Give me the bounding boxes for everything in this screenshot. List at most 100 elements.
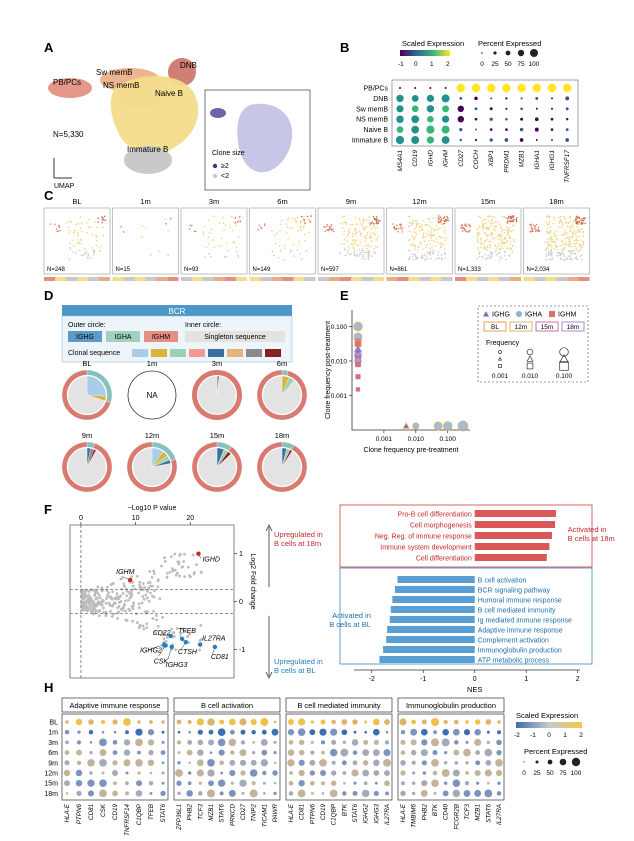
b-dot bbox=[441, 115, 450, 123]
h-dot bbox=[411, 760, 416, 765]
c-cell-dot bbox=[72, 250, 75, 253]
c-cell-dot bbox=[411, 258, 414, 261]
c-cell-dot bbox=[434, 244, 437, 247]
h-gene-label: TICAM1 bbox=[261, 804, 268, 827]
c-cell-dot bbox=[73, 229, 75, 232]
h-dot bbox=[177, 730, 181, 734]
c-cell-dot bbox=[80, 238, 82, 241]
c-dnb-dot bbox=[506, 222, 509, 224]
c-pb-dot bbox=[58, 225, 60, 227]
c-cell-dot bbox=[486, 235, 488, 237]
c-cell-dot bbox=[373, 251, 376, 253]
f-gene-point bbox=[104, 610, 108, 614]
c-dnb-dot bbox=[506, 220, 509, 222]
d-clonal-swatches bbox=[132, 349, 281, 357]
c-cell-dot bbox=[563, 255, 565, 257]
c-cell-dot bbox=[352, 239, 354, 242]
c-cell-dot bbox=[573, 228, 576, 231]
h-gene-label: C1QBP bbox=[331, 803, 338, 825]
d-clonal-swatch bbox=[246, 349, 262, 357]
c-cell-dot bbox=[296, 249, 299, 251]
c-cell-dot bbox=[569, 241, 571, 243]
c-cell-dot bbox=[558, 251, 560, 254]
h-row-label: BL bbox=[49, 720, 58, 727]
f-gene-point bbox=[153, 630, 157, 634]
c-cluster-strip-segment bbox=[225, 277, 236, 281]
f-gene-point bbox=[117, 610, 120, 614]
c-cell-dot bbox=[437, 251, 440, 253]
h-dot bbox=[187, 781, 192, 786]
f-gene-label: CTSH bbox=[178, 649, 198, 656]
c-cluster-strip-segment bbox=[214, 277, 225, 281]
f-gene-point bbox=[131, 607, 135, 611]
c-cell-dot bbox=[568, 225, 571, 227]
c-cell-dot bbox=[487, 234, 489, 236]
f-gene-point bbox=[85, 605, 89, 609]
h-dot bbox=[188, 730, 191, 734]
h-scaled-colorbar bbox=[516, 722, 582, 728]
c-cell-dot bbox=[87, 253, 90, 255]
c-dnb-dot bbox=[234, 221, 237, 224]
f-gene-point bbox=[102, 611, 106, 614]
c-cell-dot bbox=[486, 238, 489, 241]
b-dot bbox=[551, 97, 553, 100]
c-cell-dot bbox=[352, 243, 355, 246]
h-dot bbox=[261, 749, 268, 756]
c-cell-dot bbox=[74, 231, 76, 233]
c-cell-dot bbox=[550, 253, 553, 256]
c-cell-dot bbox=[358, 217, 361, 220]
b-pct-legend-dot bbox=[505, 50, 511, 56]
h-gene-label: IGHG2 bbox=[363, 804, 370, 824]
h-group-title: Adaptive immune response bbox=[70, 701, 161, 710]
b-dot bbox=[426, 136, 435, 144]
f-gene-point bbox=[180, 565, 184, 569]
f-gene-label: CSK bbox=[154, 658, 169, 665]
b-dot bbox=[459, 127, 463, 132]
h-dot bbox=[373, 790, 379, 796]
c-cell-dot bbox=[566, 258, 569, 260]
c-cell-dot bbox=[80, 243, 83, 245]
c-cell-dot bbox=[422, 236, 425, 238]
f-gene-point bbox=[120, 608, 124, 612]
h-row-label: 3m bbox=[48, 740, 58, 747]
h-group-title: B cell mediated immunity bbox=[297, 701, 381, 710]
c-cell-dot bbox=[563, 248, 566, 251]
c-cell-dot bbox=[68, 229, 71, 232]
c-dnb-dot bbox=[239, 220, 242, 223]
c-dnb-dot bbox=[581, 222, 584, 225]
c-cell-dot bbox=[476, 238, 478, 241]
h-dot bbox=[341, 729, 348, 736]
h-dot bbox=[287, 759, 295, 767]
f-gene-point bbox=[198, 648, 202, 652]
c-cell-dot bbox=[207, 219, 210, 221]
c-cluster-strip-segment bbox=[282, 277, 294, 281]
b-dot bbox=[520, 107, 523, 111]
c-cluster-strip-segment bbox=[181, 277, 192, 281]
c-cell-dot bbox=[364, 240, 367, 242]
h-dot bbox=[431, 738, 439, 747]
c-cell-dot bbox=[554, 241, 556, 244]
umap-n-label: N=5,330 bbox=[53, 130, 84, 139]
h-dot bbox=[252, 750, 256, 755]
c-pb-dot bbox=[188, 228, 191, 230]
f-gene-point bbox=[86, 609, 90, 612]
f-gene-point bbox=[111, 603, 115, 607]
c-pb-dot bbox=[467, 231, 470, 233]
h-pct-title: Percent Expressed bbox=[524, 747, 587, 756]
h-dot bbox=[497, 781, 501, 785]
c-cell-dot bbox=[559, 218, 562, 221]
c-pb-dot bbox=[460, 227, 462, 229]
c-dnb-dot bbox=[437, 220, 440, 223]
c-cell-dot bbox=[98, 250, 101, 252]
c-cell-dot bbox=[544, 241, 547, 243]
b-dot bbox=[459, 138, 462, 142]
c-cell-dot bbox=[220, 237, 223, 240]
h-dot bbox=[161, 740, 165, 744]
c-pb-dot bbox=[189, 224, 191, 227]
b-dot bbox=[534, 127, 539, 132]
h-scaled-tick: 0 bbox=[547, 732, 551, 739]
c-timepoint-frame bbox=[112, 207, 179, 275]
c-cell-dot bbox=[279, 249, 282, 252]
